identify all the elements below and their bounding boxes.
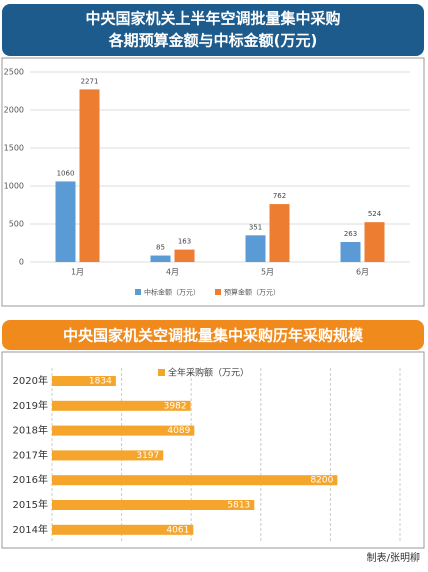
- y-tick-label: 1500: [4, 144, 24, 153]
- value-label: 1834: [89, 377, 112, 387]
- bar: [52, 500, 255, 510]
- bar: [79, 89, 100, 263]
- y-tick-label: 2500: [4, 68, 24, 77]
- bar: [364, 222, 385, 262]
- value-label: 1060: [57, 169, 75, 177]
- y-tick-label: 2019年: [13, 399, 48, 412]
- legend-label: 全年采购额（万元）: [168, 367, 249, 379]
- value-label: 5813: [227, 501, 250, 511]
- banner: [2, 320, 424, 350]
- credit: 制表/张明柳: [367, 551, 420, 564]
- chart-title: 中央国家机关上半年空调批量集中采购: [85, 10, 340, 28]
- bar: [52, 425, 195, 436]
- x-tick-label: 6月: [356, 268, 369, 277]
- x-tick-label: 5月: [261, 268, 274, 277]
- value-label: 2271: [81, 77, 99, 85]
- bar: [52, 400, 191, 411]
- value-label: 163: [178, 238, 191, 246]
- value-label: 524: [368, 210, 382, 218]
- legend-label: 中标金额（万元）: [144, 288, 200, 297]
- value-label: 762: [273, 192, 286, 200]
- bar: [55, 181, 76, 262]
- value-label: 3197: [136, 451, 159, 461]
- y-tick-label: 500: [9, 220, 24, 229]
- legend-label: 预算金额（万元）: [224, 288, 280, 297]
- legend-swatch: [215, 289, 221, 295]
- y-tick-label: 2016年: [13, 473, 48, 486]
- bar: [174, 249, 195, 262]
- value-label: 263: [344, 230, 357, 238]
- value-label: 3982: [164, 401, 187, 411]
- bar: [245, 235, 266, 262]
- y-tick-label: 2014年: [13, 523, 48, 536]
- x-tick-label: 4月: [166, 268, 179, 277]
- bar: [52, 475, 338, 486]
- bar: [150, 255, 171, 262]
- y-tick-label: 0: [19, 258, 24, 267]
- value-label: 4089: [167, 426, 190, 436]
- bar: [52, 524, 194, 535]
- value-label: 8200: [310, 476, 333, 486]
- y-tick-label: 2015年: [13, 498, 48, 511]
- y-tick-label: 2000: [4, 106, 24, 115]
- value-label: 4061: [166, 525, 189, 535]
- y-tick-label: 1000: [4, 182, 24, 191]
- chart-title: 中央国家机关空调批量集中采购历年采购规模: [63, 327, 364, 345]
- banner: [2, 4, 424, 56]
- bar: [340, 242, 361, 262]
- bar: [52, 450, 164, 461]
- y-tick-label: 2020年: [13, 374, 48, 387]
- legend-swatch: [158, 369, 165, 376]
- bar: [52, 376, 116, 386]
- x-tick-label: 1月: [71, 268, 84, 277]
- value-label: 351: [249, 223, 262, 231]
- bar: [269, 204, 290, 262]
- y-tick-label: 2017年: [13, 448, 48, 461]
- legend-swatch: [135, 289, 141, 295]
- value-label: 85: [156, 244, 165, 252]
- chart-subtitle: 各期预算金额与中标金额(万元): [108, 32, 318, 50]
- y-tick-label: 2018年: [13, 424, 48, 437]
